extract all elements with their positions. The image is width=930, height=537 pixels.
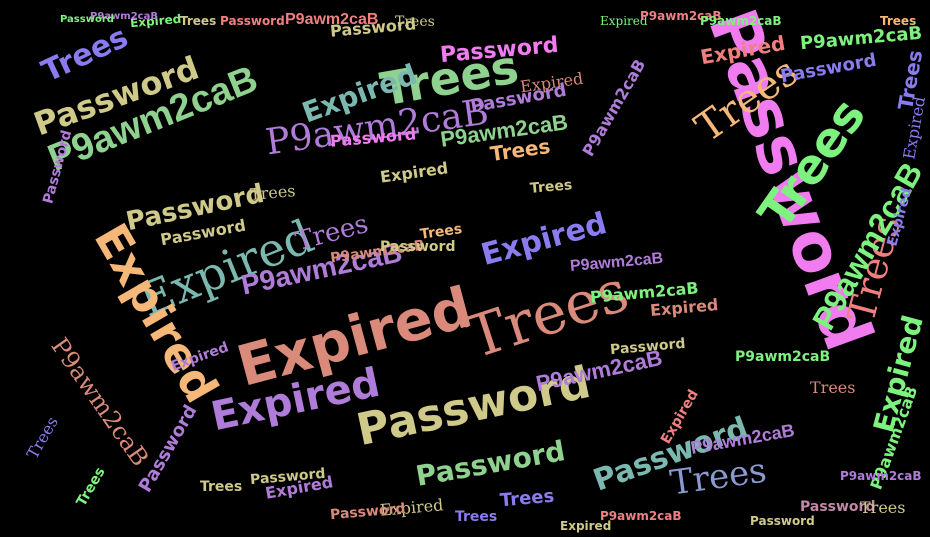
word-password: Password bbox=[439, 32, 560, 69]
word-expired: Expired bbox=[83, 214, 229, 412]
word-password: Password bbox=[778, 49, 879, 88]
word-password: Password bbox=[329, 500, 407, 524]
word-expired: Expired bbox=[560, 519, 612, 533]
word-trees: Trees bbox=[488, 133, 552, 167]
word-p9awm2cab: P9awm2caB bbox=[45, 332, 155, 472]
word-trees: Trees bbox=[395, 14, 435, 30]
word-expired: Expired bbox=[600, 14, 648, 28]
word-trees: Trees bbox=[200, 479, 243, 495]
word-password: Password bbox=[329, 14, 417, 41]
word-password: Password bbox=[220, 14, 285, 28]
word-expired: Expired bbox=[518, 68, 585, 97]
word-trees: Trees bbox=[810, 378, 856, 397]
word-p9awm2cab: P9awm2caB bbox=[90, 11, 158, 22]
word-p9awm2cab: P9awm2caB bbox=[285, 11, 379, 28]
word-trees: Trees bbox=[73, 464, 109, 510]
word-expired: Expired bbox=[378, 158, 450, 187]
word-password: Password bbox=[413, 434, 568, 493]
word-password: Password bbox=[60, 14, 114, 25]
word-expired: Expired bbox=[649, 295, 720, 320]
word-trees: Trees bbox=[249, 181, 297, 204]
word-trees: Trees bbox=[180, 14, 217, 28]
word-password: Password bbox=[800, 499, 876, 515]
word-p9awm2cab: P9awm2caB bbox=[735, 349, 831, 365]
word-password: Password bbox=[380, 239, 456, 255]
word-trees: Trees bbox=[458, 256, 637, 372]
word-p9awm2cab: P9awm2caB bbox=[840, 469, 922, 483]
word-trees: Trees bbox=[880, 14, 917, 28]
word-password: Password bbox=[329, 124, 417, 151]
word-p9awm2cab: P9awm2caB bbox=[600, 509, 682, 523]
word-trees: Trees bbox=[860, 498, 906, 517]
word-p9awm2cab: P9awm2caB bbox=[640, 9, 722, 23]
word-trees: Trees bbox=[22, 413, 62, 463]
word-p9awm2cab: P9awm2caB bbox=[578, 55, 650, 160]
word-trees: Trees bbox=[529, 177, 573, 197]
word-password: Password bbox=[750, 514, 815, 528]
word-password: Password bbox=[609, 335, 687, 359]
word-trees: Trees bbox=[455, 509, 498, 525]
word-trees: Trees bbox=[499, 485, 556, 512]
word-p9awm2cab: P9awm2caB bbox=[700, 14, 782, 28]
